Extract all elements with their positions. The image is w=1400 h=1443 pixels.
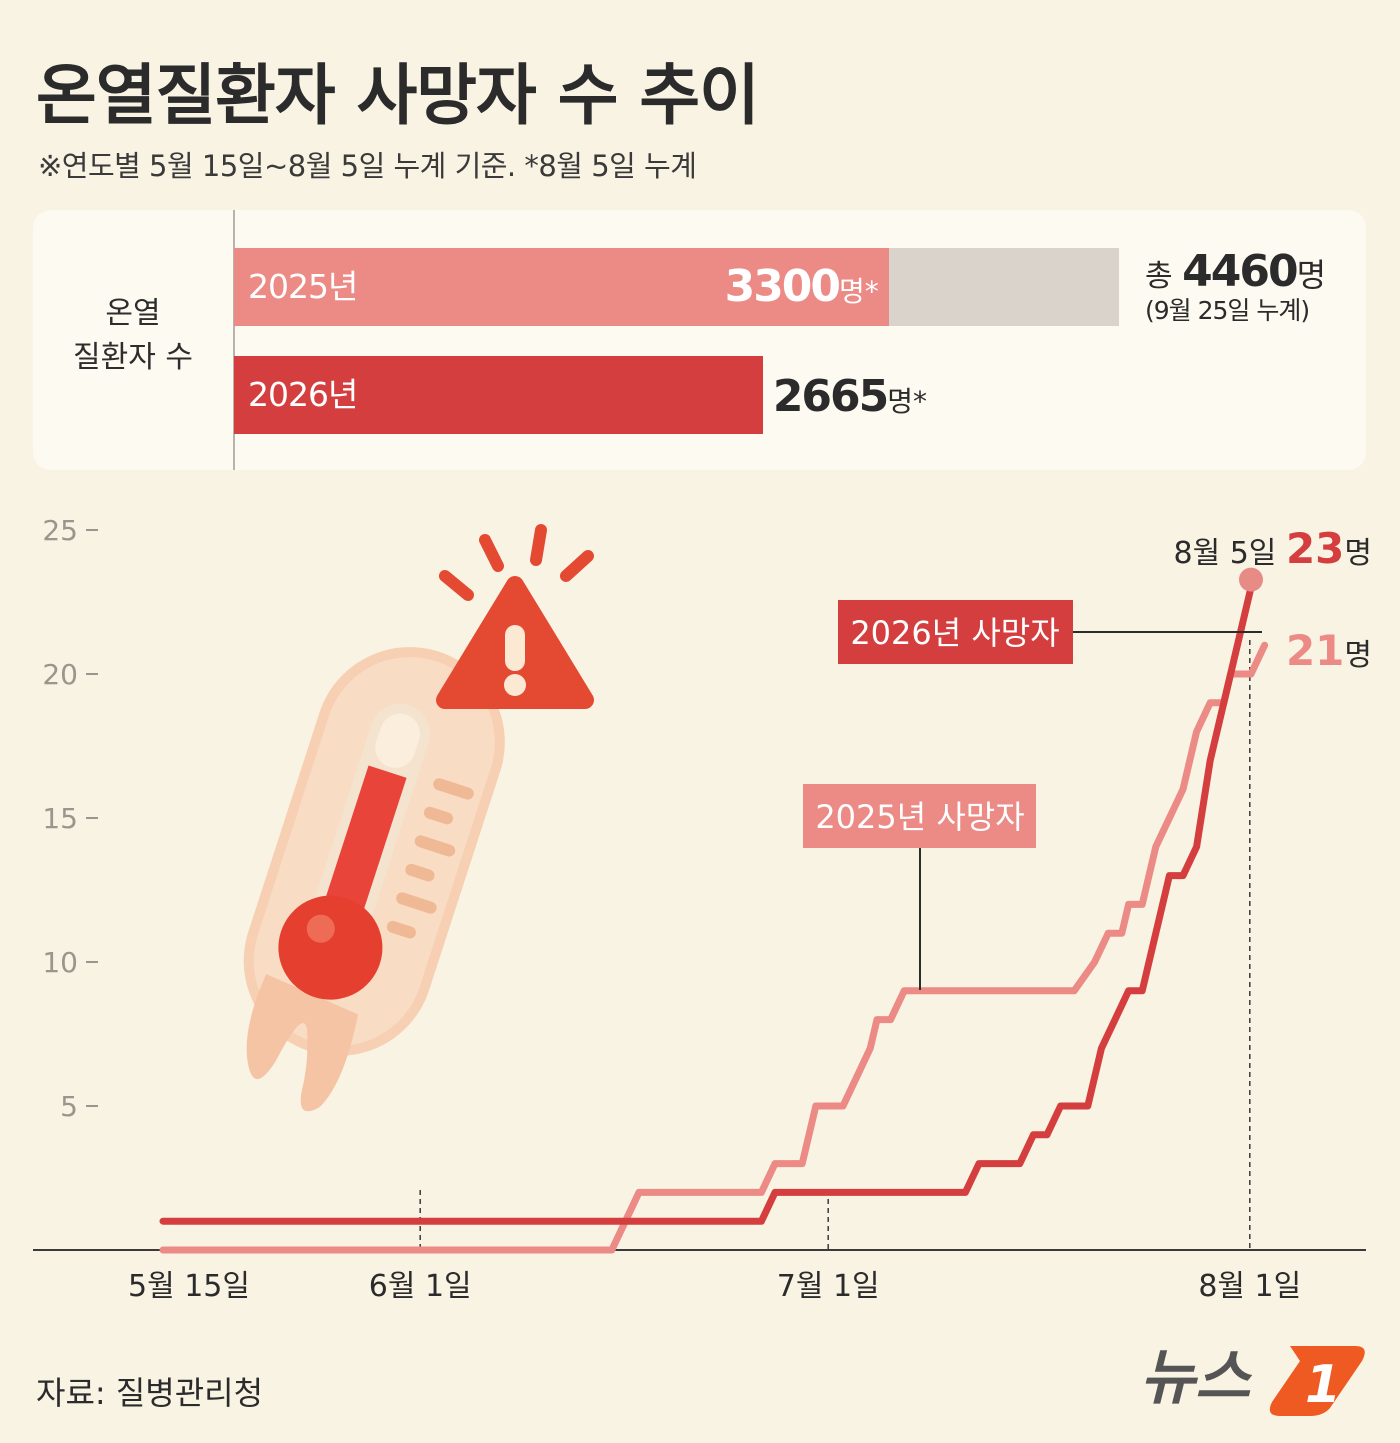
y-tick-label: 15	[42, 802, 78, 835]
x-tick-label: 8월 1일	[1198, 1269, 1301, 1304]
patients-row-label: 온열 질환자 수	[33, 292, 233, 380]
series-2025-label-text: 2025년 사망자	[815, 798, 1024, 836]
page-title: 온열질환자 사망자 수 추이	[36, 57, 760, 134]
bar-axis-line	[233, 210, 235, 470]
y-tick-label: 10	[42, 946, 78, 979]
series-2026-label-text: 2026년 사망자	[850, 614, 1059, 652]
total-note: 총 4460명 (9월 25일 누계)	[1145, 246, 1326, 327]
bar-2026-value: 2665명*	[772, 371, 928, 422]
total-date-note: (9월 25일 누계)	[1145, 296, 1310, 325]
logo-text: 뉴스	[1140, 1343, 1253, 1413]
bar-2025-year: 2025년	[248, 267, 358, 306]
end-2025-annotation: 21명	[1286, 626, 1372, 675]
patients-bar-panel: 온열 질환자 수 2025년 3300명* 총 4460명 (9월 25일 누계…	[33, 210, 1366, 470]
news1-logo: 뉴스 1	[1140, 1336, 1370, 1420]
series-2025-label: 2025년 사망자	[803, 784, 1036, 848]
x-tick-label: 5월 15일	[128, 1269, 250, 1304]
row-label-line1: 온열	[105, 296, 161, 331]
end-2026-annotation: 8월 5일 23명	[1173, 524, 1372, 573]
source-label: 자료: 질병관리청	[36, 1374, 264, 1412]
series-2026-end-marker	[1239, 567, 1263, 592]
y-tick-label: 25	[42, 514, 78, 547]
y-tick-label: 5	[60, 1090, 78, 1123]
page-subtitle: ※연도별 5월 15일~8월 5일 누계 기준. *8월 5일 누계	[38, 149, 697, 183]
series-2026-label: 2026년 사망자	[838, 600, 1073, 664]
row-label-line2: 질환자 수	[73, 340, 193, 375]
total-prefix: 총	[1145, 259, 1183, 294]
bar-2025-value: 3300명*	[724, 261, 879, 312]
total-unit: 명	[1296, 256, 1327, 294]
bar-2025: 2025년 3300명*	[234, 248, 889, 326]
series-2026-line	[159, 584, 1255, 1225]
y-tick-label: 20	[42, 658, 78, 691]
series-2025-line	[159, 641, 1269, 1254]
bar-2026: 2026년	[234, 356, 763, 434]
x-tick-label: 7월 1일	[777, 1269, 880, 1304]
bar-2026-year: 2026년	[248, 375, 358, 414]
logo-mark: 1	[1305, 1355, 1341, 1415]
total-value: 4460	[1182, 246, 1298, 297]
x-tick-label: 6월 1일	[369, 1269, 472, 1304]
thermometer-illustration	[243, 524, 594, 1112]
